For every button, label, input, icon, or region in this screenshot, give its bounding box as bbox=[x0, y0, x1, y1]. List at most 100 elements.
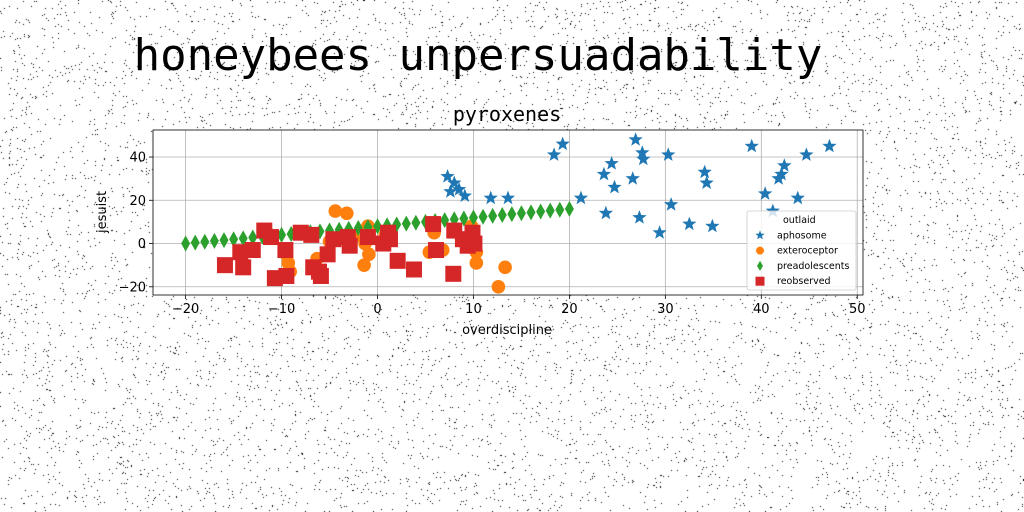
aphosome-point bbox=[500, 190, 516, 205]
series-reobserved bbox=[216, 216, 483, 287]
x-axis-ticks: −20 −10 0 10 20 30 40 50 bbox=[172, 295, 866, 317]
reobserved-point bbox=[389, 252, 406, 269]
legend-label-exteroceptor: exteroceptor bbox=[777, 246, 838, 257]
aphosome-point bbox=[555, 136, 570, 151]
y-axis-label: jesuist bbox=[95, 191, 110, 234]
reobserved-point bbox=[466, 235, 483, 252]
reobserved-point bbox=[425, 216, 442, 233]
preadolescents-point bbox=[459, 210, 469, 227]
x-tick-label: 10 bbox=[465, 302, 482, 317]
aphosome-point bbox=[765, 203, 780, 218]
y-tick-label: 0 bbox=[138, 237, 146, 252]
legend: outlaid aphosome exteroceptor preadolescent… bbox=[746, 210, 857, 291]
reobserved-point bbox=[319, 246, 336, 263]
legend-label-preadolescents: preadolescents bbox=[777, 261, 849, 272]
exteroceptor-point bbox=[491, 279, 506, 294]
reobserved-point bbox=[216, 257, 233, 274]
preadolescents-point bbox=[229, 231, 239, 248]
preadolescents-point bbox=[190, 234, 200, 251]
exteroceptor-point bbox=[362, 247, 376, 262]
aphosome-point bbox=[447, 175, 462, 189]
aphosome-point bbox=[596, 166, 612, 181]
preadolescents-point bbox=[401, 215, 411, 232]
y-axis-ticks: −20 0 20 40 bbox=[119, 151, 153, 295]
aphosome-point bbox=[758, 186, 773, 200]
preadolescents-point bbox=[468, 209, 478, 226]
aphosome-point bbox=[440, 169, 455, 183]
legend-marker-exteroceptor bbox=[756, 246, 764, 255]
aphosome-point bbox=[777, 158, 792, 172]
aphosome-point bbox=[573, 190, 589, 205]
reobserved-point bbox=[303, 226, 320, 243]
y-tick-label: −20 bbox=[119, 280, 146, 295]
aphosome-point bbox=[635, 145, 650, 159]
x-tick-label: 50 bbox=[849, 302, 866, 317]
reobserved-point bbox=[428, 242, 445, 259]
aphosome-point bbox=[625, 171, 640, 185]
aphosome-point bbox=[443, 184, 458, 198]
reobserved-point bbox=[244, 242, 261, 259]
chart-title: pyroxenes bbox=[453, 102, 561, 126]
preadolescents-point bbox=[209, 232, 219, 249]
preadolescents-point bbox=[497, 206, 507, 223]
reobserved-point bbox=[278, 267, 295, 284]
series-aphosome bbox=[440, 132, 837, 239]
plot-frame bbox=[152, 129, 864, 296]
aphosome-point bbox=[790, 190, 805, 205]
preadolescents-point bbox=[411, 214, 421, 231]
x-tick-label: −20 bbox=[172, 302, 199, 317]
preadolescents-point bbox=[555, 201, 565, 218]
reobserved-point bbox=[341, 237, 358, 254]
aphosome-point bbox=[744, 138, 759, 153]
legend-marker-aphosome bbox=[755, 230, 765, 240]
preadolescents-point bbox=[507, 206, 517, 223]
reobserved-point bbox=[381, 231, 398, 248]
aphosome-point bbox=[483, 190, 498, 205]
legend-box bbox=[746, 210, 857, 291]
exteroceptor-point bbox=[498, 260, 512, 275]
y-tick-label: 40 bbox=[129, 151, 146, 166]
aphosome-point bbox=[546, 147, 562, 161]
data-marks bbox=[181, 132, 837, 294]
preadolescents-point bbox=[536, 203, 546, 220]
aphosome-point bbox=[697, 164, 712, 179]
preadolescents-point bbox=[488, 207, 498, 224]
aphosome-point bbox=[699, 175, 714, 189]
aphosome-point bbox=[682, 216, 697, 231]
reobserved-point bbox=[277, 242, 294, 259]
preadolescents-point bbox=[181, 235, 191, 252]
preadolescents-point bbox=[219, 232, 229, 249]
aphosome-point bbox=[451, 182, 467, 196]
preadolescents-point bbox=[526, 204, 536, 221]
aphosome-point bbox=[607, 179, 622, 194]
preadolescents-point bbox=[478, 208, 488, 225]
aphosome-point bbox=[636, 151, 651, 166]
x-tick-label: −10 bbox=[268, 302, 295, 317]
aphosome-point bbox=[598, 205, 613, 220]
aphosome-point bbox=[457, 188, 472, 202]
aphosome-point bbox=[799, 147, 814, 161]
aphosome-point bbox=[632, 210, 647, 224]
preadolescents-point bbox=[277, 226, 287, 243]
reobserved-point bbox=[359, 229, 376, 246]
exteroceptor-point bbox=[469, 256, 484, 270]
preadolescents-point bbox=[200, 233, 210, 250]
aphosome-point bbox=[604, 156, 619, 170]
exteroceptor-point bbox=[340, 206, 354, 221]
legend-label-outlaid: outlaid bbox=[783, 215, 816, 226]
x-tick-label: 40 bbox=[753, 302, 770, 317]
reobserved-point bbox=[445, 265, 462, 282]
reobserved-point bbox=[405, 261, 422, 278]
exteroceptor-point bbox=[328, 204, 343, 218]
aphosome-point bbox=[664, 197, 679, 211]
aphosome-point bbox=[774, 166, 789, 181]
x-tick-label: 0 bbox=[373, 302, 381, 317]
legend-marker-preadolescents bbox=[757, 260, 763, 271]
aphosome-point bbox=[705, 218, 720, 233]
x-axis-label: overdiscipline bbox=[462, 323, 552, 338]
legend-marker-reobserved bbox=[755, 276, 765, 286]
x-tick-label: 20 bbox=[561, 302, 578, 317]
legend-label-aphosome: aphosome bbox=[777, 230, 827, 241]
aphosome-point bbox=[652, 225, 667, 239]
